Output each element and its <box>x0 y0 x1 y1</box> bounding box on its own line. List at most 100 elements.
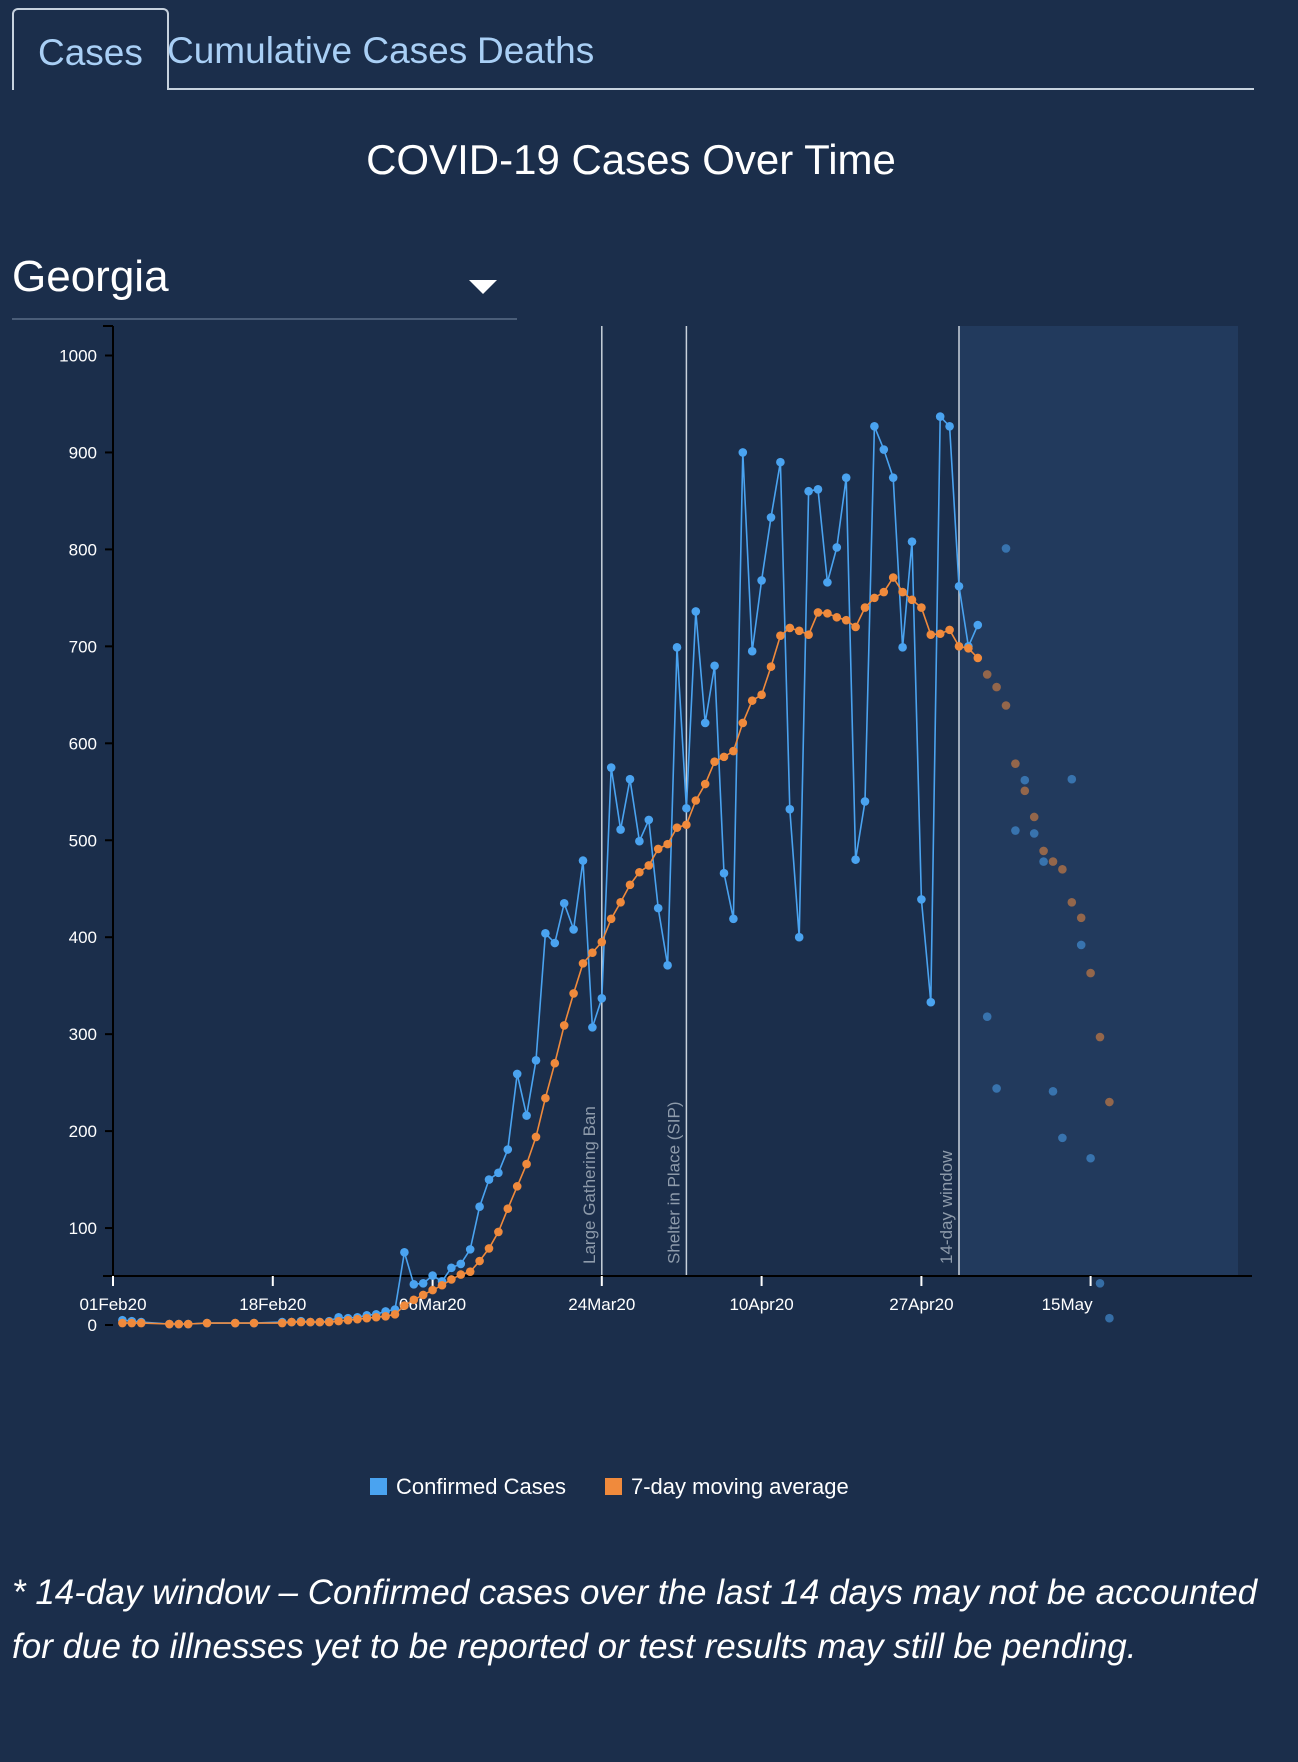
annotation-label: Shelter in Place (SIP) <box>664 1101 683 1264</box>
data-point <box>785 623 795 633</box>
data-point <box>428 1285 437 1295</box>
data-point <box>1020 786 1030 796</box>
data-point <box>578 856 588 865</box>
data-point <box>841 473 851 482</box>
data-point <box>973 620 983 630</box>
data-point <box>1105 1313 1114 1323</box>
data-point <box>494 1227 503 1237</box>
data-point <box>371 1312 381 1322</box>
data-point <box>1048 857 1058 866</box>
data-point <box>249 1318 259 1328</box>
data-point <box>813 608 823 617</box>
data-point <box>136 1318 146 1328</box>
data-point <box>917 895 926 904</box>
data-point <box>700 779 710 789</box>
data-point <box>334 1316 343 1326</box>
data-point <box>625 774 635 784</box>
data-point <box>1105 1097 1114 1107</box>
data-point <box>898 643 907 652</box>
series-line <box>122 414 979 1325</box>
state-select[interactable]: Georgia <box>12 244 517 320</box>
data-point <box>550 938 560 948</box>
data-point <box>1058 1133 1067 1143</box>
data-point <box>597 937 607 947</box>
data-point <box>747 696 757 705</box>
data-point <box>230 1318 240 1328</box>
data-point <box>522 1111 531 1120</box>
data-point <box>343 1315 353 1325</box>
data-point <box>588 948 597 958</box>
x-tick-label: 18Feb20 <box>239 1295 306 1314</box>
data-point <box>804 630 813 640</box>
series-3 <box>982 670 1114 1107</box>
data-point <box>494 1168 503 1178</box>
data-point <box>982 1012 992 1021</box>
data-point <box>531 1056 541 1065</box>
y-tick-label: 1000 <box>59 347 97 366</box>
data-point <box>306 1317 315 1327</box>
data-point <box>672 643 682 652</box>
tab-cases[interactable]: Cases <box>12 8 169 90</box>
data-point <box>832 612 842 622</box>
data-point <box>945 625 954 635</box>
data-point <box>616 825 625 834</box>
y-tick-label: 400 <box>69 928 97 947</box>
data-point <box>1029 812 1039 822</box>
data-point <box>926 997 936 1007</box>
tab-deaths[interactable]: Deaths <box>477 8 594 88</box>
data-point <box>738 448 748 457</box>
data-point <box>465 1267 475 1276</box>
data-point <box>606 763 616 772</box>
data-point <box>841 615 851 625</box>
data-point <box>710 757 719 767</box>
data-point <box>870 593 879 603</box>
data-point <box>559 898 569 908</box>
data-point <box>813 484 823 494</box>
data-point <box>569 925 578 934</box>
data-point <box>766 662 776 672</box>
tab-bar: Cases Cumulative Cases Deaths <box>12 8 1254 90</box>
data-point <box>954 642 964 651</box>
data-point <box>1067 897 1077 907</box>
data-point <box>691 796 701 805</box>
data-point <box>992 1084 1001 1093</box>
data-point <box>879 587 889 597</box>
data-point <box>851 622 860 632</box>
data-point <box>738 718 748 728</box>
x-tick-label: 27Apr20 <box>889 1295 953 1314</box>
data-point <box>653 903 663 913</box>
series-layer <box>118 412 1114 1329</box>
data-point <box>541 1093 550 1103</box>
data-point <box>823 578 832 587</box>
data-point <box>710 661 719 671</box>
legend-label: Confirmed Cases <box>396 1474 566 1499</box>
annotation-label: Large Gathering Ban <box>580 1106 599 1264</box>
data-point <box>503 1145 513 1154</box>
data-point <box>644 861 654 870</box>
data-point <box>1011 826 1020 835</box>
data-point <box>926 630 936 640</box>
data-point <box>512 1182 522 1191</box>
data-point <box>832 543 842 552</box>
y-tick-label: 600 <box>69 734 97 753</box>
data-point <box>1048 1087 1058 1096</box>
data-point <box>512 1069 522 1079</box>
data-point <box>409 1295 419 1305</box>
data-point <box>973 653 983 663</box>
data-point <box>907 595 917 605</box>
tab-cumulative-cases[interactable]: Cumulative Cases <box>167 8 467 88</box>
data-point <box>776 631 785 640</box>
data-point <box>381 1311 390 1321</box>
data-point <box>691 607 701 616</box>
data-point <box>165 1319 174 1329</box>
data-point <box>418 1279 428 1288</box>
data-point <box>719 752 729 762</box>
data-point <box>663 961 672 970</box>
y-axis: 0 100 200 300 400 500 600 700 800 900 1000 <box>59 325 114 1335</box>
data-point <box>794 626 804 636</box>
data-point <box>823 609 832 618</box>
data-point <box>935 412 945 421</box>
data-point <box>898 587 907 597</box>
data-point <box>127 1318 137 1328</box>
y-tick-label: 800 <box>69 540 97 559</box>
